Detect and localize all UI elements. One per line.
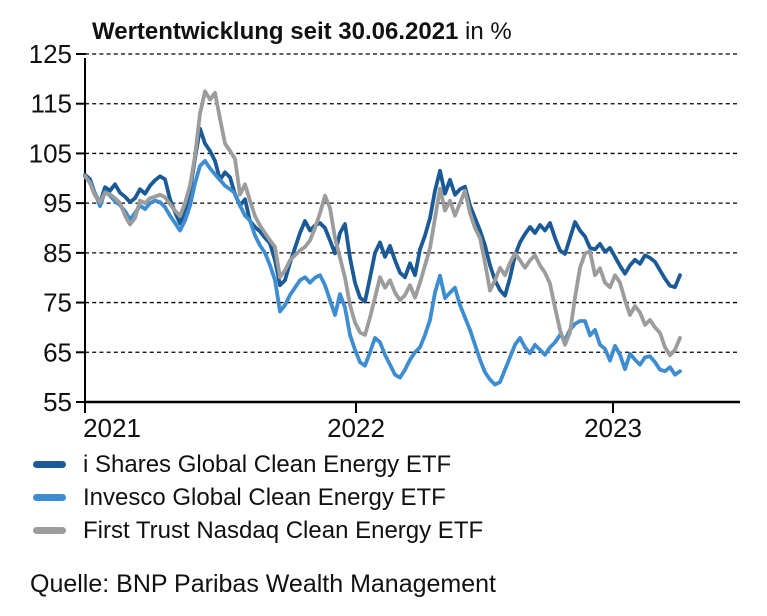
y-tick-label: 115 [31,89,72,119]
chart-title: Wertentwicklung seit 30.06.2021 in % [92,18,512,46]
y-tick-label: 75 [43,288,72,318]
y-tick-label: 65 [43,337,72,367]
chart-title-suffix: in % [458,18,512,45]
legend-swatch-firsttrust [33,527,66,534]
y-tick-label: 125 [29,39,72,69]
legend-label-ishares: i Shares Global Clean Energy ETF [83,450,452,478]
series-line-invesco-global-clean-energy-etf [83,158,682,387]
legend-item-ishares: i Shares Global Clean Energy ETF [33,448,483,481]
y-tick-label: 95 [43,188,72,218]
series-line-i-shares-global-clean-energy-etf [83,126,682,304]
legend-swatch-ishares [33,461,66,468]
series-line-first-trust-nasdaq-clean-energy-etf [83,89,682,358]
source-text: Quelle: BNP Paribas Wealth Management [30,570,496,598]
x-tick-label: 2022 [327,413,385,443]
legend-label-invesco: Invesco Global Clean Energy ETF [83,483,446,511]
x-tick-label: 2021 [83,413,141,443]
legend-item-invesco: Invesco Global Clean Energy ETF [33,481,483,514]
legend-swatch-invesco [33,494,66,501]
x-tick-label: 2023 [584,413,642,443]
legend-label-firsttrust: First Trust Nasdaq Clean Energy ETF [83,516,484,544]
y-tick-label: 105 [29,138,72,168]
chart-title-bold: Wertentwicklung seit 30.06.2021 [92,18,459,45]
y-tick-label: 55 [43,387,72,417]
chart-legend: i Shares Global Clean Energy ETF Invesco… [33,448,483,547]
y-tick-label: 85 [43,238,72,268]
legend-item-firsttrust: First Trust Nasdaq Clean Energy ETF [33,514,483,547]
